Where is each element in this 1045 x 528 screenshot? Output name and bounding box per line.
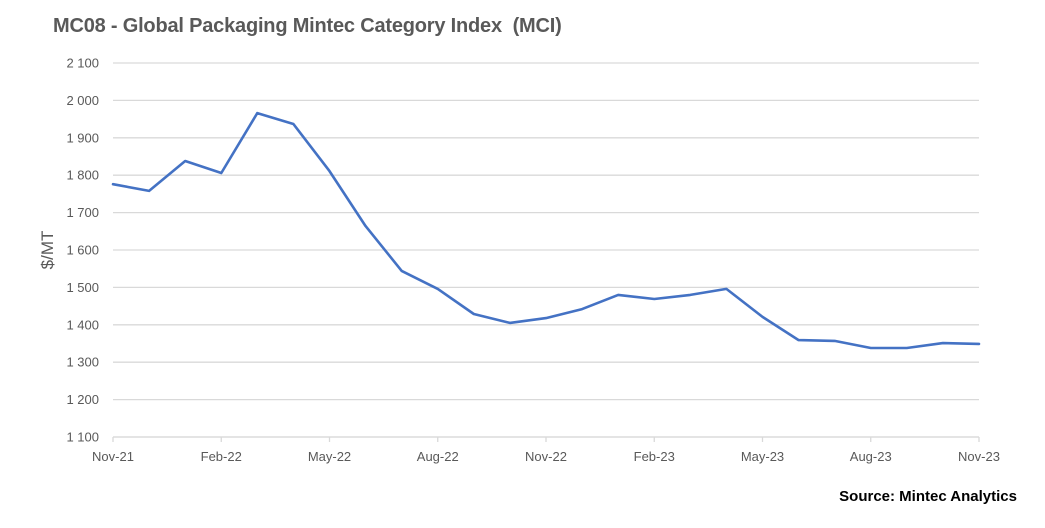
gridlines	[113, 62, 979, 438]
source-note: Source: Mintec Analytics	[839, 488, 1017, 505]
y-tick-label: 1 500	[66, 280, 99, 295]
x-axis-tick-labels: Nov-21 Feb-22 May-22 Aug-22 Nov-22 Feb-23 May-…	[92, 449, 1000, 464]
x-tick-label: Nov-23	[958, 449, 1000, 464]
y-tick-label: 1 100	[66, 430, 99, 445]
y-tick-label: 2 000	[66, 93, 99, 108]
y-tick-label: 1 600	[66, 243, 99, 258]
y-tick-label: 1 900	[66, 130, 99, 145]
y-tick-label: 1 300	[66, 355, 99, 370]
chart-title: MC08 - Global Packaging Mintec Category …	[53, 15, 562, 37]
y-tick-label: 1 200	[66, 392, 99, 407]
y-axis-tick-labels: 1 100 1 200 1 300 1 400 1 500 1 600 1 700 1 800…	[66, 56, 99, 445]
x-tick-label: Nov-22	[525, 449, 567, 464]
x-tick-label: Nov-21	[92, 449, 134, 464]
x-tick-label: Feb-23	[634, 449, 675, 464]
x-tick-label: Aug-22	[417, 449, 459, 464]
y-tick-label: 1 400	[66, 317, 99, 332]
y-tick-label: 1 800	[66, 168, 99, 183]
x-axis	[112, 436, 980, 442]
x-tick-label: Feb-22	[201, 449, 242, 464]
x-tick-label: May-22	[308, 449, 351, 464]
y-tick-label: 2 100	[66, 56, 99, 71]
series-line-mci	[111, 111, 981, 350]
y-tick-label: 1 700	[66, 205, 99, 220]
x-tick-label: Aug-23	[850, 449, 892, 464]
y-axis-title: $/MT	[38, 231, 57, 270]
x-tick-label: May-23	[741, 449, 784, 464]
